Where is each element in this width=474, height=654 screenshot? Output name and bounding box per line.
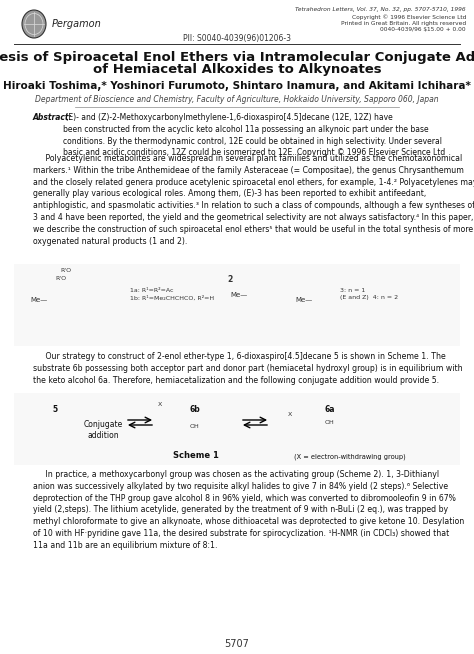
Text: PII: S0040-4039(96)01206-3: PII: S0040-4039(96)01206-3 [183,33,291,43]
Text: 6b: 6b [190,405,201,415]
Text: OH: OH [325,419,335,424]
Text: Polyacetylenic metabolites are widespread in several plant families and utilized: Polyacetylenic metabolites are widesprea… [33,154,474,246]
Text: R'O: R'O [60,267,71,273]
Text: Conjugate
addition: Conjugate addition [83,421,123,439]
Text: OH: OH [190,424,200,430]
Text: Department of Bioscience and Chemistry, Faculty of Agriculture, Hokkaido Univers: Department of Bioscience and Chemistry, … [35,94,439,103]
Text: of Hemiacetal Alkoxides to Alkynoates: of Hemiacetal Alkoxides to Alkynoates [93,63,381,75]
Text: (E)- and (Z)-2-Methoxycarbonylmethylene-1,6-dioxaspiro[4.5]decane (12E, 12Z) hav: (E)- and (Z)-2-Methoxycarbonylmethylene-… [63,113,445,158]
Text: R'O: R'O [55,277,66,281]
Text: In practice, a methoxycarbonyl group was chosen as the activating group (Scheme : In practice, a methoxycarbonyl group was… [33,470,464,550]
Text: Scheme 1: Scheme 1 [173,451,219,460]
Text: Our strategy to construct of 2-enol ether-type 1, 6-dioxaspiro[4.5]decane 5 is s: Our strategy to construct of 2-enol ethe… [33,352,463,385]
Text: 6a: 6a [325,405,335,415]
Text: Hiroaki Toshima,* Yoshinori Furumoto, Shintaro Inamura, and Akitami Ichihara*: Hiroaki Toshima,* Yoshinori Furumoto, Sh… [3,81,471,91]
Text: 2: 2 [228,275,233,284]
Text: (E and Z)  4: n = 2: (E and Z) 4: n = 2 [340,296,398,300]
Text: Abstract:: Abstract: [33,113,73,122]
Ellipse shape [22,10,46,38]
Text: Copyright © 1996 Elsevier Science Ltd: Copyright © 1996 Elsevier Science Ltd [352,14,466,20]
Text: Me—: Me— [295,297,312,303]
Text: Printed in Great Britain. All rights reserved: Printed in Great Britain. All rights res… [341,20,466,26]
Text: Synthesis of Spiroacetal Enol Ethers via Intramolecular Conjugate Addition: Synthesis of Spiroacetal Enol Ethers via… [0,50,474,63]
Text: 1b: R¹=Me₂CHCHCO, R²=H: 1b: R¹=Me₂CHCHCO, R²=H [130,296,214,301]
Text: 5: 5 [53,405,57,415]
Text: X: X [158,402,162,407]
Text: Tetrahedron Letters, Vol. 37, No. 32, pp. 5707-5710, 1996: Tetrahedron Letters, Vol. 37, No. 32, pp… [295,7,466,12]
Text: Me—: Me— [230,292,247,298]
FancyBboxPatch shape [14,264,460,346]
Text: Pergamon: Pergamon [52,19,102,29]
Text: (X = electron-withdrawing group): (X = electron-withdrawing group) [294,454,406,460]
FancyBboxPatch shape [14,393,460,465]
Text: Me—: Me— [30,297,47,303]
Text: 0040-4039/96 $15.00 + 0.00: 0040-4039/96 $15.00 + 0.00 [380,27,466,33]
Text: X: X [288,413,292,417]
Text: 5707: 5707 [225,639,249,649]
Text: 1a: R¹=R²=Ac: 1a: R¹=R²=Ac [130,288,173,292]
Text: 3: n = 1: 3: n = 1 [340,288,365,292]
